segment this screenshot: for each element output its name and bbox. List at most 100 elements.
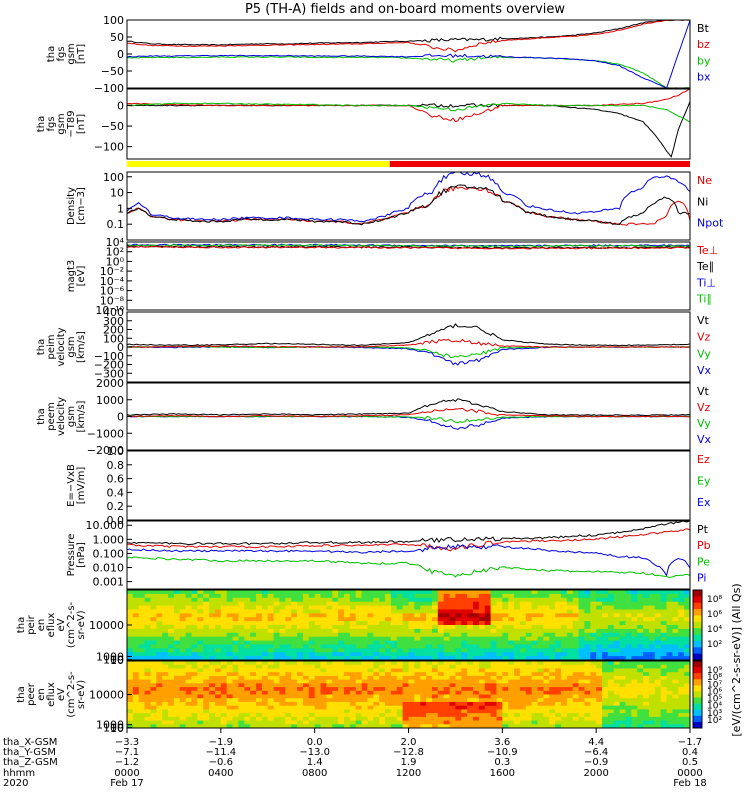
heatmap-cell <box>273 720 281 725</box>
heatmap-cell <box>543 621 550 626</box>
heatmap-cell <box>566 597 574 603</box>
heatmap-cell <box>461 668 468 673</box>
heatmap-cell <box>332 605 339 611</box>
heatmap-cell <box>684 656 690 660</box>
heatmap-cell <box>343 617 351 622</box>
heatmap-cell <box>244 625 251 630</box>
heatmap-cell <box>455 609 462 614</box>
heatmap-cell <box>144 661 152 666</box>
heatmap-cell <box>607 672 615 677</box>
heatmap-cell <box>291 644 298 649</box>
heatmap-cell <box>414 593 421 599</box>
heatmap-cell <box>250 601 257 607</box>
heatmap-cell <box>261 593 269 599</box>
x-axis-labels: tha_X-GSMtha_Y-GSMtha_Z-GSMhhmm2020−3.3−… <box>3 728 707 789</box>
heatmap-cell <box>332 590 339 595</box>
y-tick-label: 10² <box>106 246 124 259</box>
heatmap-cell <box>168 664 175 670</box>
heatmap-cell <box>467 705 474 710</box>
heatmap-cell <box>431 687 439 692</box>
heatmap-cell <box>525 698 533 703</box>
heatmap-cell <box>519 613 527 618</box>
heatmap-cell <box>179 590 187 595</box>
heatmap-cell <box>637 597 644 603</box>
heatmap-cell <box>426 621 433 626</box>
heatmap-cell <box>572 724 580 728</box>
heatmap-cell <box>525 593 533 599</box>
heatmap-cell <box>150 694 157 699</box>
heatmap-cell <box>660 709 668 714</box>
heatmap-cell <box>291 590 298 595</box>
heatmap-cell <box>144 644 152 649</box>
y-label-line: [cm−3] <box>76 187 87 225</box>
heatmap-cell <box>361 698 369 703</box>
heatmap-cell <box>302 652 310 657</box>
heatmap-cell <box>625 628 632 634</box>
heatmap-cell <box>426 632 433 638</box>
heatmap-cell <box>607 720 615 725</box>
heatmap-cell <box>214 609 222 614</box>
heatmap-cell <box>490 636 498 642</box>
heatmap-cell <box>173 632 181 638</box>
heatmap-cell <box>396 625 404 630</box>
heatmap-cell <box>385 640 392 646</box>
heatmap-cell <box>484 698 492 703</box>
heatmap-cell <box>390 621 398 626</box>
heatmap-cell <box>654 672 662 677</box>
heatmap-cell <box>467 720 474 725</box>
heatmap-cell <box>279 656 286 660</box>
heatmap-cell <box>590 701 597 707</box>
heatmap-cell <box>473 617 480 622</box>
heatmap-cell <box>209 656 216 660</box>
heatmap-cell <box>197 713 204 718</box>
heatmap-cell <box>379 683 386 688</box>
heatmap-cell <box>543 713 550 718</box>
heatmap-cell <box>220 593 228 599</box>
heatmap-cell <box>490 679 498 684</box>
heatmap-cell <box>291 661 298 666</box>
heatmap-cell <box>549 652 556 657</box>
heatmap-cell <box>549 656 556 660</box>
heatmap-cell <box>508 648 515 653</box>
heatmap-cell <box>261 597 269 603</box>
heatmap-cell <box>560 636 568 642</box>
heatmap-cell <box>426 636 433 642</box>
heatmap-cell <box>525 628 533 634</box>
heatmap-cell <box>531 656 539 660</box>
heatmap-cell <box>355 679 363 684</box>
heatmap-cell <box>267 593 275 599</box>
heatmap-cell <box>214 679 222 684</box>
legend-entry: Vz <box>697 401 711 414</box>
heatmap-cell <box>209 664 216 670</box>
heatmap-cell <box>179 661 187 666</box>
heatmap-cell <box>625 664 632 670</box>
heatmap-cell <box>326 628 333 634</box>
heatmap-cell <box>291 683 298 688</box>
heatmap-cell <box>684 597 690 603</box>
heatmap-cell <box>596 701 603 707</box>
heatmap-cell <box>244 605 251 611</box>
heatmap-cell <box>437 675 445 681</box>
x-tick-label: 0000 <box>677 768 702 779</box>
heatmap-cell <box>496 613 503 618</box>
heatmap-cell <box>338 644 345 649</box>
heatmap-cell <box>314 609 322 614</box>
legend-entry: bx <box>697 71 711 84</box>
heatmap-cell <box>478 716 486 722</box>
heatmap-cell <box>390 675 398 681</box>
heatmap-cell <box>367 656 374 660</box>
heatmap-cell <box>396 617 404 622</box>
heatmap-cell <box>162 661 169 666</box>
heatmap-cell <box>273 701 281 707</box>
heatmap-cell <box>314 716 322 722</box>
heatmap-cell <box>484 593 492 599</box>
heatmap-cell <box>256 605 263 611</box>
heatmap-cell <box>156 661 163 666</box>
heatmap-cell <box>244 601 251 607</box>
heatmap-cell <box>191 601 198 607</box>
heatmap-cell <box>637 590 644 595</box>
legend-entry: Ti⊥ <box>696 276 716 289</box>
heatmap-cell <box>308 648 316 653</box>
heatmap-cell <box>197 690 204 696</box>
series-line-Vy <box>127 345 690 359</box>
